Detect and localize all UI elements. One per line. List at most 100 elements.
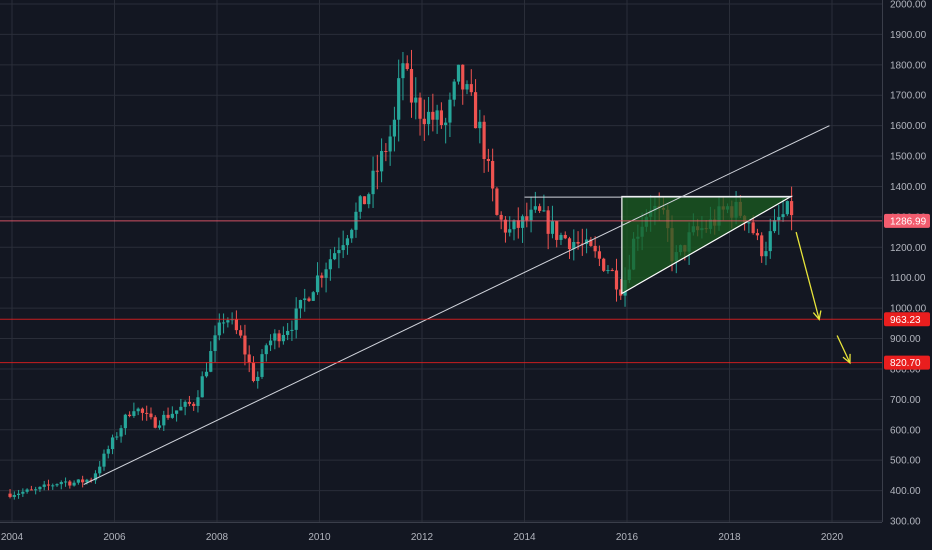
candle-body (422, 118, 426, 125)
drawings (0, 125, 882, 485)
candle-body (559, 234, 563, 240)
candle-body (303, 298, 307, 300)
candle-body (414, 97, 418, 103)
x-tick-label: 2006 (103, 532, 126, 543)
candle-body (367, 194, 371, 205)
candle-body (320, 275, 324, 278)
candle-body (435, 110, 439, 120)
candle-body (204, 371, 209, 377)
candle-body (239, 330, 243, 336)
candle-body (128, 414, 132, 416)
candle-body (21, 491, 25, 494)
candle-body (371, 170, 375, 195)
candle-body (63, 481, 68, 483)
candle-body (469, 84, 473, 93)
candle-body (452, 81, 456, 100)
candle-body (247, 354, 251, 363)
candle-body (350, 229, 354, 239)
y-tick-label: 1100.00 (890, 273, 926, 284)
y-tick-label: 1900.00 (890, 30, 927, 41)
candle-body (307, 298, 311, 301)
candle-body (533, 206, 537, 210)
candle-body (8, 493, 12, 497)
candle-body (46, 484, 51, 486)
candle-body (397, 78, 401, 120)
candle-body (516, 220, 520, 228)
candle-body (512, 220, 516, 230)
candle-body (597, 251, 602, 259)
y-tick-label: 1200.00 (890, 243, 927, 254)
candle-body (589, 239, 593, 246)
candle-body (149, 413, 153, 418)
candle-body (290, 329, 294, 331)
candle-body (593, 245, 597, 252)
candle-body (106, 449, 110, 454)
candle-body (234, 319, 238, 331)
x-axis[interactable]: 2004 2006 2008 2010 2012 2014 2016 2018 2020 (0, 522, 882, 544)
candle-body (388, 136, 392, 152)
candle-body (555, 221, 559, 240)
price-tag-label: 963.23 (890, 315, 921, 326)
candle-body (286, 330, 290, 335)
candle-body (789, 201, 794, 216)
candle-body (93, 473, 98, 481)
y-tick-label: 1000.00 (890, 304, 927, 315)
candle-body (418, 97, 422, 119)
candle-body (619, 289, 623, 296)
x-tick-label: 2008 (206, 532, 229, 543)
candle-body (486, 159, 490, 161)
candle-body (606, 270, 610, 272)
candle-body (362, 196, 367, 205)
y-tick-label: 1500.00 (890, 152, 927, 163)
candle-body (529, 209, 533, 221)
candle-body (567, 238, 572, 250)
candle-body (610, 270, 614, 272)
candle-body (777, 217, 781, 221)
y-tick-label: 2000.00 (890, 0, 927, 11)
candle-body (576, 241, 580, 244)
candle-body (751, 222, 755, 234)
candle-body (192, 403, 196, 406)
candle-body (72, 482, 76, 486)
y-tick-label: 300.00 (890, 517, 921, 528)
y-tick-label: 1800.00 (890, 60, 927, 71)
price-tags: 1286.99 963.23 820.70 (884, 213, 930, 370)
candle-body (525, 216, 529, 221)
candle-body (499, 214, 503, 220)
candle-body (379, 151, 384, 172)
candle-body (187, 401, 192, 404)
candle-body (157, 425, 162, 428)
candle-body (273, 333, 277, 341)
x-tick-label: 2014 (513, 532, 536, 543)
candle-body (119, 428, 123, 437)
candle-body (85, 479, 89, 483)
candle-body (333, 253, 337, 260)
candle-body (217, 322, 221, 336)
candle-body (572, 241, 576, 250)
y-axis[interactable]: 2000.00 1900.00 1800.00 1700.00 1600.00 1500.… (882, 0, 932, 550)
projection-arrow (795, 231, 820, 320)
candle-body (546, 210, 550, 234)
candle-body (384, 151, 388, 153)
candle-body (614, 270, 619, 290)
candle-body (16, 493, 21, 496)
candle-body (59, 482, 63, 485)
candle-body (140, 408, 145, 413)
y-tick-label: 800.00 (890, 364, 921, 375)
candle-body (785, 201, 789, 215)
candle-body (166, 414, 170, 418)
candle-body (478, 121, 482, 129)
candle-body (563, 234, 567, 239)
candle-body (102, 453, 106, 467)
candle-body (508, 229, 512, 233)
candle-body (29, 489, 33, 491)
candle-body (473, 92, 478, 129)
projection-arrowhead (842, 353, 851, 365)
price-tag (884, 213, 930, 228)
candle-body (760, 235, 764, 257)
candle-body (465, 84, 469, 90)
candle-body (491, 160, 495, 189)
candle-body (136, 408, 140, 412)
